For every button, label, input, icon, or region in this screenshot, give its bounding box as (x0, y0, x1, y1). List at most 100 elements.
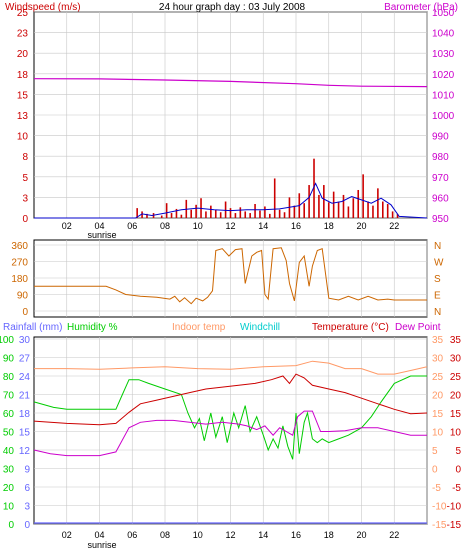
barometer-tick-label: 1020 (432, 70, 455, 81)
windspeed-ticks: 0 3 5 8 10 13 15 18 20 23 25 (17, 8, 29, 225)
dew-point-label: Dew Point (395, 322, 441, 333)
barometer-tick-label: 970 (432, 173, 449, 184)
hour-tick-label: 06 (127, 221, 137, 231)
direction-tick-label: 180 (11, 274, 28, 285)
dew-point-line (33, 410, 427, 457)
temperature-panel: Rainfall (mm) Humidity % Indoor temp Win… (0, 322, 461, 550)
humidity-tick-label: 80 (3, 372, 15, 383)
compass-label: W (434, 258, 444, 269)
hour-tick-label: 16 (291, 221, 301, 231)
temperature-tick-label-right: -10 (447, 502, 462, 513)
temperature-tick-label-right: 0 (455, 465, 461, 476)
windspeed-tick-label: 3 (22, 193, 28, 204)
temperature-tick-label-right: 10 (450, 428, 462, 439)
temperature-tick-label-right: 5 (455, 446, 461, 457)
temperature-tick-label-right: 30 (450, 354, 462, 365)
compass-label: E (434, 291, 441, 302)
barometer-tick-label: 1040 (432, 29, 455, 40)
hour-tick-label: 10 (193, 221, 203, 231)
hour-tick-label: 14 (258, 530, 268, 540)
rainfall-tick-label: 15 (19, 428, 31, 439)
rainfall-tick-label: 21 (19, 391, 31, 402)
temperature-tick-label-left: 30 (432, 354, 444, 365)
humidity-tick-label: 0 (8, 520, 14, 531)
humidity-line (33, 375, 427, 460)
humidity-tick-label: 70 (3, 391, 15, 402)
temperature-tick-label-left: 10 (432, 428, 444, 439)
humidity-tick-label: 60 (3, 409, 15, 420)
indoor-temp-line (34, 360, 428, 375)
humidity-tick-label: 50 (3, 428, 15, 439)
hour-tick-label: 08 (160, 221, 170, 231)
temperature-grid (34, 337, 428, 525)
humidity-tick-label: 10 (3, 502, 15, 513)
barometer-ticks: 950 960 970 980 990 1000 1010 1020 1030 1040 1050 (432, 8, 455, 225)
direction-tick-label: 270 (11, 258, 28, 269)
wind-direction-line (34, 247, 427, 305)
temperature-tick-label-left: 15 (432, 409, 444, 420)
direction-grid (34, 240, 428, 317)
rainfall-tick-label: 18 (19, 409, 31, 420)
wind-grid (34, 11, 428, 219)
windspeed-tick-label: 18 (17, 70, 29, 81)
barometer-line (33, 78, 428, 88)
temperature-tick-label-left: -5 (432, 483, 441, 494)
temperature-line (33, 373, 428, 426)
rainfall-tick-label: 24 (19, 372, 31, 383)
wind-x-ticks: 02 04 06 08 10 12 14 16 18 20 22 (62, 221, 400, 231)
temperature-x-ticks: 02 04 06 08 10 12 14 16 18 20 22 (62, 530, 400, 540)
rainfall-ticks: 0 3 6 9 12 15 18 21 24 27 30 (19, 335, 31, 531)
temperature-tick-label-right: 15 (450, 409, 462, 420)
indoor-temp-label: Indoor temp (172, 322, 226, 333)
windspeed-tick-label: 0 (22, 214, 28, 225)
direction-tick-label: 90 (17, 291, 29, 302)
windspeed-bars (136, 158, 399, 218)
temperature-tick-label-left: 35 (432, 335, 444, 346)
average-wind-line (34, 182, 428, 219)
rainfall-tick-label: 3 (24, 502, 30, 513)
humidity-ticks: 0 10 20 30 40 50 60 70 80 90 100 (0, 335, 14, 531)
sunrise-label-bottom: sunrise (87, 540, 116, 550)
direction-tick-label: 0 (22, 307, 28, 318)
windspeed-tick-label: 10 (17, 132, 29, 143)
temperature-tick-label-right: -5 (452, 483, 461, 494)
direction-ticks: 0 90 180 270 360 (11, 241, 28, 318)
temperature-tick-label-right: -15 (447, 520, 462, 531)
humidity-tick-label: 90 (3, 354, 15, 365)
rainfall-tick-label: 27 (19, 354, 31, 365)
humidity-tick-label: 20 (3, 483, 15, 494)
hour-tick-label: 02 (62, 221, 72, 231)
compass-label: S (434, 274, 441, 285)
hour-tick-label: 16 (291, 530, 301, 540)
rainfall-tick-label: 0 (24, 520, 30, 531)
windspeed-tick-label: 23 (17, 29, 29, 40)
humidity-tick-label: 40 (3, 446, 15, 457)
humidity-axis-label: Humidity % (67, 322, 118, 333)
barometer-tick-label: 1050 (432, 8, 455, 19)
chart-title: 24 hour graph day : 03 July 2008 (159, 2, 306, 13)
rainfall-tick-label: 6 (24, 483, 30, 494)
hour-tick-label: 20 (356, 530, 366, 540)
direction-tick-label: 360 (11, 241, 28, 252)
temperature-tick-label-left: 5 (432, 446, 438, 457)
windspeed-tick-label: 15 (17, 90, 29, 101)
hour-tick-label: 12 (225, 530, 235, 540)
hour-tick-label: 12 (225, 221, 235, 231)
temperature-tick-label-left: 0 (432, 465, 438, 476)
barometer-tick-label: 990 (432, 132, 449, 143)
hour-tick-label: 20 (356, 221, 366, 231)
windspeed-tick-label: 25 (17, 8, 29, 19)
temperature-tick-label-left: 25 (432, 372, 444, 383)
hour-tick-label: 06 (127, 530, 137, 540)
windspeed-tick-label: 13 (17, 111, 29, 122)
windspeed-axis-label: Windspeed (m/s) (5, 2, 81, 13)
hour-tick-label: 02 (62, 530, 72, 540)
barometer-tick-label: 1010 (432, 90, 455, 101)
temperature-axis-label: Temperature (°C) (312, 322, 389, 333)
hour-tick-label: 04 (94, 530, 104, 540)
barometer-tick-label: 960 (432, 193, 449, 204)
hour-tick-label: 22 (389, 530, 399, 540)
